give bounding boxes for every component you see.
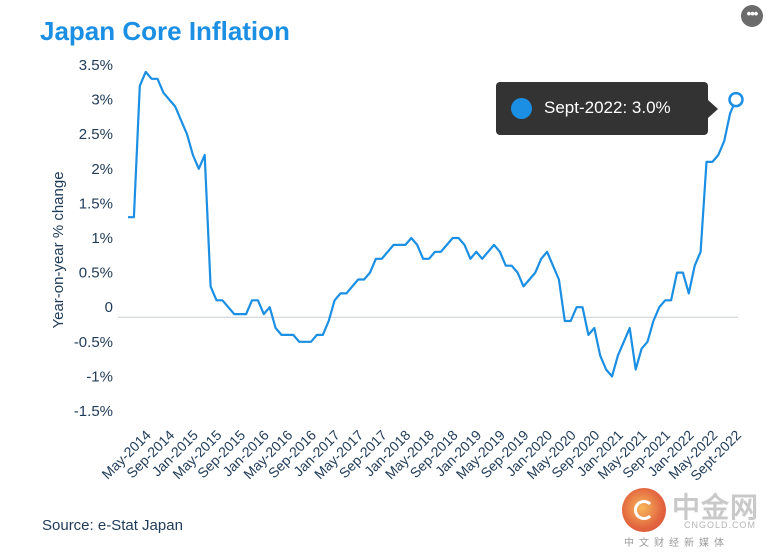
y-tick-label: 2.5% — [79, 126, 113, 143]
y-tick-label: -0.5% — [74, 334, 113, 351]
y-tick-label: 0 — [105, 299, 113, 316]
y-tick-label: 0.5% — [79, 265, 113, 282]
tooltip: Sept-2022: 3.0% — [496, 82, 718, 135]
source-note: Source: e-Stat Japan — [42, 517, 183, 534]
watermark-cn: 中金网 — [672, 491, 760, 524]
y-tick-label: -1.5% — [74, 403, 113, 420]
series-dot-icon — [511, 98, 532, 119]
y-tick-label: 3% — [91, 92, 113, 109]
watermark-logo-icon — [622, 488, 666, 532]
watermark-sub: 中文财经新媒体 — [624, 538, 729, 549]
last-point-marker[interactable] — [728, 91, 744, 108]
tooltip-text: Sept-2022: 3.0% — [544, 98, 671, 117]
y-tick-label: 1% — [91, 230, 113, 247]
watermark-en: CNGOLD.COM — [684, 520, 757, 530]
y-tick-label: 3.5% — [79, 57, 113, 74]
watermark: 中金网 CNGOLD.COM 中文财经新媒体 — [622, 484, 772, 552]
y-axis-label: Year-on-year % change — [50, 171, 67, 328]
chart-title: Japan Core Inflation — [40, 16, 290, 46]
series-line — [128, 70, 738, 378]
y-tick-label: 2% — [91, 161, 113, 178]
y-tick-label: -1% — [86, 368, 113, 385]
ellipsis-icon[interactable]: ••• — [741, 5, 763, 27]
y-tick-label: 1.5% — [79, 195, 113, 212]
